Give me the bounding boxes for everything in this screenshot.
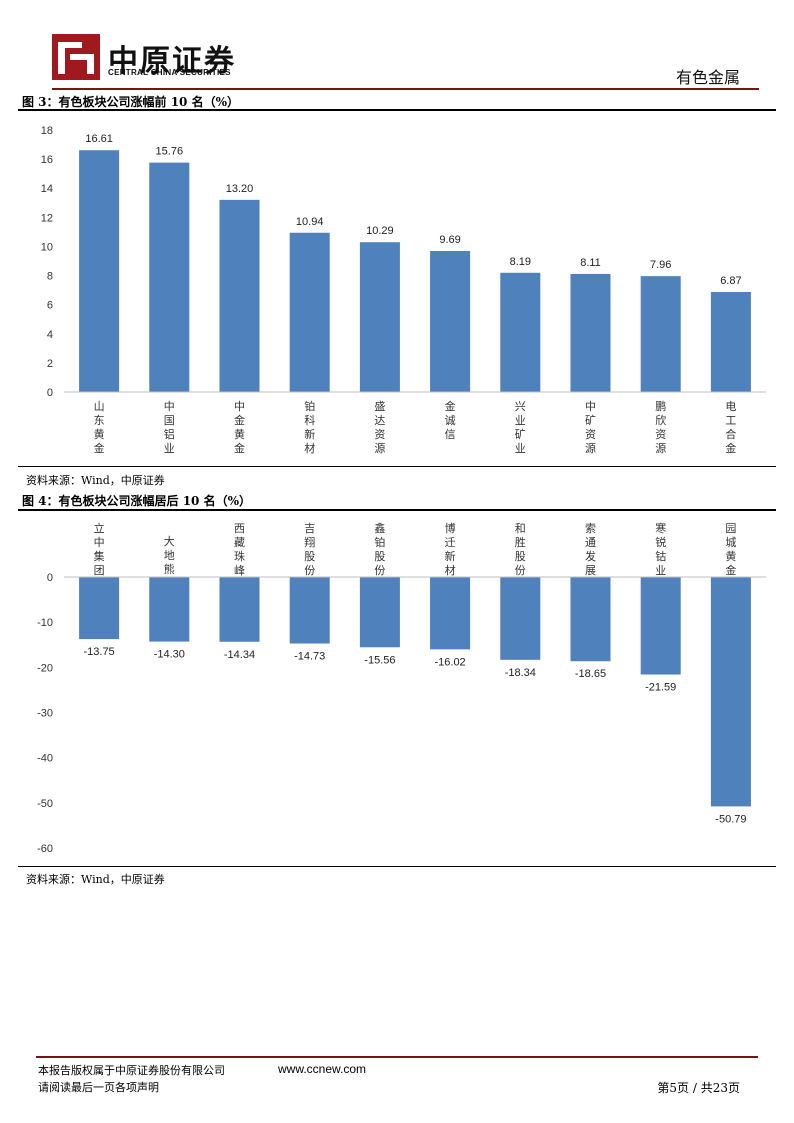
- bar: [570, 577, 611, 662]
- data-label: 6.87: [720, 275, 741, 287]
- footer-disclaimer-note: 请阅读最后一页各项声明: [38, 1081, 159, 1094]
- y-tick-label: 0: [47, 387, 53, 399]
- category-label: 中国铝业: [164, 400, 175, 455]
- header-rule: [52, 88, 759, 90]
- category-label: 立中集团: [94, 521, 105, 577]
- category-label: 中金黄金: [234, 400, 245, 455]
- data-label: 10.94: [296, 216, 324, 228]
- bar: [149, 577, 190, 642]
- bar: [500, 272, 541, 392]
- footer-rule: [36, 1056, 758, 1058]
- data-label: -18.65: [575, 668, 606, 680]
- category-label: 中矿资源: [585, 400, 596, 455]
- y-tick-label: 16: [41, 154, 53, 166]
- bar: [219, 199, 260, 392]
- y-tick-label: -40: [37, 753, 53, 765]
- bottom10-losers-chart: 0 -10 -20 -30 -40 -50 -60 -13.75 立中集团 -14.30 大地熊 -1…: [37, 521, 766, 855]
- y-tick-label: -20: [37, 662, 53, 674]
- section-title: 有色金属: [675, 68, 740, 87]
- bar: [710, 577, 751, 807]
- data-label: -14.73: [294, 651, 325, 663]
- data-label: 7.96: [650, 259, 671, 271]
- category-label: 鑫铂股份: [374, 521, 385, 577]
- data-label: 15.76: [156, 146, 184, 158]
- data-label: 8.11: [580, 257, 601, 269]
- footer-url-link[interactable]: www.ccnew.com: [278, 1062, 367, 1076]
- data-label: -21.59: [645, 682, 676, 694]
- y-tick-label: -50: [37, 798, 53, 810]
- y-tick-label: 10: [41, 241, 53, 253]
- y-tick-label: 18: [41, 125, 53, 137]
- y-tick-label: 4: [47, 329, 53, 341]
- category-label: 鹏欣资源: [655, 400, 666, 455]
- brand-name-en: CENTRAL CHINA SECURITIES: [108, 68, 231, 77]
- data-label: -16.02: [434, 656, 465, 668]
- category-label: 兴业矿业: [515, 400, 526, 455]
- figure-4-top-rule: [18, 509, 776, 511]
- data-label: 10.29: [366, 225, 394, 237]
- category-label: 园城黄金: [725, 522, 736, 577]
- figure-3-source: 资料来源：Wind，中原证券: [26, 474, 165, 487]
- y-tick-label: 0: [47, 572, 53, 584]
- page-number: 第5页 / 共23页: [657, 1081, 740, 1095]
- category-label: 铂科新材: [304, 399, 315, 455]
- figure-3-bottom-rule: [18, 466, 776, 467]
- data-label: -50.79: [715, 813, 746, 825]
- footer-copyright: 本报告版权属于中原证券股份有限公司: [38, 1064, 225, 1077]
- data-label: -13.75: [83, 646, 114, 658]
- data-label: 8.19: [510, 256, 531, 268]
- brand-name-cn: 中原证券: [108, 44, 236, 79]
- bar: [500, 577, 541, 660]
- data-label: 16.61: [85, 133, 113, 145]
- bar: [359, 242, 400, 392]
- bar: [289, 577, 330, 644]
- bar: [359, 577, 400, 648]
- bar: [219, 577, 260, 642]
- data-label: -14.30: [154, 649, 185, 661]
- y-tick-label: -10: [37, 617, 53, 629]
- y-tick-label: 2: [47, 358, 53, 370]
- data-label: 13.20: [226, 183, 254, 195]
- category-label: 金诚信: [445, 399, 456, 441]
- bar: [289, 232, 330, 392]
- figure-4-source: 资料来源：Wind，中原证券: [26, 873, 165, 886]
- category-label: 西藏珠峰: [234, 523, 245, 577]
- category-label: 山东黄金: [94, 400, 105, 455]
- top10-gainers-chart: 0 2 4 6 8 10 12 14 16 18 16.61 山东黄金 15.76 中国铝业 13.20 中金…: [41, 125, 766, 455]
- category-label: 博迁新材: [445, 522, 456, 577]
- figure-4-title: 图 4：有色板块公司涨幅居后 10 名（%）: [22, 494, 251, 508]
- bar: [430, 250, 471, 392]
- category-label: 和胜股份: [515, 522, 526, 577]
- category-label: 寒锐钴业: [655, 521, 666, 577]
- y-tick-label: 6: [47, 300, 53, 312]
- bar: [79, 150, 120, 392]
- bar: [430, 577, 471, 650]
- data-label: -15.56: [364, 654, 395, 666]
- figure-4-bottom-rule: [18, 866, 776, 867]
- category-label: 索通发展: [585, 521, 596, 577]
- category-label: 大地熊: [164, 534, 175, 576]
- bar: [640, 577, 681, 675]
- y-tick-label: 8: [47, 271, 53, 283]
- category-label: 吉翔股份: [304, 522, 315, 577]
- figure-3-top-rule: [18, 109, 776, 111]
- y-tick-label: 14: [41, 183, 53, 195]
- y-tick-label: -60: [37, 843, 53, 855]
- y-tick-label: 12: [41, 212, 53, 224]
- bar: [149, 162, 190, 392]
- figure-3-title: 图 3：有色板块公司涨幅前 10 名（%）: [22, 95, 239, 109]
- bar: [570, 273, 611, 392]
- data-label: -18.34: [505, 667, 536, 679]
- category-label: 电工合金: [725, 400, 736, 455]
- bar: [640, 276, 681, 392]
- data-label: 9.69: [439, 234, 460, 246]
- category-label: 盛达资源: [374, 399, 385, 455]
- data-label: -14.34: [224, 649, 255, 661]
- bar: [710, 292, 751, 392]
- brand-logo-mark: [52, 34, 100, 80]
- bar: [79, 577, 120, 640]
- y-tick-label: -30: [37, 708, 53, 720]
